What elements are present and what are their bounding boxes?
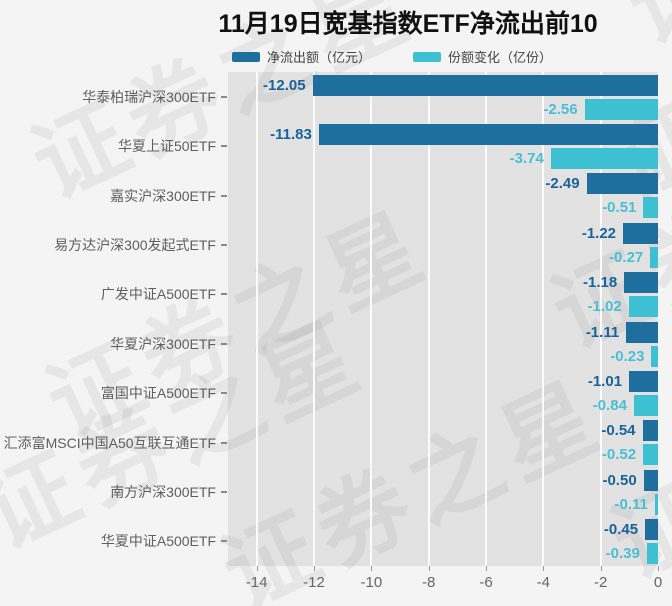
x-axis-tick	[658, 566, 659, 571]
x-tick-label: -6	[479, 574, 493, 591]
share-change-value-label: -0.23	[610, 347, 645, 365]
gridline	[427, 72, 430, 566]
share-change-value-label: -0.39	[605, 545, 640, 563]
x-axis-tick	[428, 566, 430, 571]
outflow-value-label: -1.18	[582, 274, 618, 292]
x-axis-tick	[543, 566, 545, 571]
bar-outflow[interactable]	[624, 272, 658, 294]
category-label: 华夏中证A500ETF	[100, 533, 216, 550]
chart-title: 11月19日宽基指数ETF净流出前10	[218, 10, 598, 38]
category-label: 华泰柏瑞沪深300ETF	[82, 88, 216, 105]
gridline	[599, 72, 602, 566]
bar-share-change[interactable]	[654, 493, 658, 515]
outflow-value-label: -11.83	[270, 125, 312, 143]
gridline	[542, 72, 545, 566]
category-label: 易方达沪深300发起式ETF	[54, 236, 216, 253]
bar-share-change[interactable]	[628, 296, 658, 318]
x-tick-label: 0	[653, 574, 663, 591]
share-change-value-label: -0.84	[592, 396, 627, 414]
bar-outflow[interactable]	[629, 370, 658, 392]
category-label: 广发中证A500ETF	[100, 286, 216, 303]
gridline	[485, 72, 487, 566]
grid-layer	[228, 72, 658, 566]
share-change-value-label: -0.51	[602, 199, 637, 217]
outflow-value-label: -12.05	[263, 76, 306, 94]
y-axis-tick	[221, 490, 227, 493]
bar-share-change[interactable]	[650, 246, 658, 268]
bar-outflow[interactable]	[586, 173, 658, 195]
gridline	[313, 72, 315, 566]
share-change-value-label: -0.27	[609, 248, 644, 266]
share-change-value-label: -2.56	[543, 100, 578, 118]
y-axis-tick	[221, 293, 227, 296]
outflow-value-label: -0.54	[601, 422, 636, 440]
bar-share-change[interactable]	[584, 98, 658, 120]
bar-outflow[interactable]	[318, 123, 658, 145]
outflow-value-label: -1.22	[581, 224, 617, 242]
bar-share-change[interactable]	[643, 197, 658, 219]
category-label: 汇添富MSCI中国A50互联互通ETF	[3, 434, 216, 451]
category-label: 南方沪深300ETF	[110, 483, 216, 500]
bar-share-change[interactable]	[646, 543, 658, 565]
bar-outflow[interactable]	[642, 420, 658, 442]
gridline	[370, 72, 373, 566]
outflow-value-label: -0.50	[602, 471, 637, 489]
x-tick-label: -14	[245, 574, 268, 591]
x-tick-label: -8	[421, 574, 436, 591]
x-axis-tick	[600, 566, 602, 571]
y-axis-tick	[221, 194, 227, 197]
outflow-value-label: -2.49	[545, 175, 580, 193]
bar-share-change[interactable]	[651, 345, 658, 367]
bar-outflow[interactable]	[645, 519, 658, 541]
x-tick-label: -2	[593, 574, 608, 591]
bar-outflow[interactable]	[623, 222, 658, 244]
legend-item-share-change[interactable]: 份额变化（亿份）	[413, 47, 552, 66]
category-label: 华夏沪深300ETF	[110, 335, 216, 352]
y-axis-tick	[221, 95, 227, 98]
bar-outflow[interactable]	[626, 321, 658, 343]
category-label: 华夏上证50ETF	[117, 138, 216, 155]
outflow-value-label: -0.45	[603, 521, 639, 539]
legend-item-outflow[interactable]: 净流出额（亿元）	[232, 47, 371, 66]
x-tick-label: -12	[303, 574, 325, 591]
share-change-value-label: -3.74	[509, 149, 544, 167]
y-axis-tick	[221, 392, 227, 395]
x-tick-label: -10	[360, 574, 383, 591]
category-label: 嘉实沪深300ETF	[110, 187, 216, 204]
y-axis-tick	[221, 145, 227, 148]
bar-share-change[interactable]	[550, 147, 658, 169]
x-axis-tick	[486, 566, 487, 571]
legend-label: 份额变化（亿份）	[448, 50, 553, 65]
category-label: 富国中证A500ETF	[100, 385, 216, 402]
gridline	[255, 72, 258, 566]
x-tick-label: -4	[536, 574, 550, 591]
y-axis-tick	[221, 342, 227, 345]
bar-share-change[interactable]	[633, 394, 658, 416]
y-axis-tick	[221, 243, 227, 246]
x-axis-tick	[314, 566, 315, 571]
y-axis-tick	[221, 540, 227, 543]
bar-outflow[interactable]	[643, 469, 658, 491]
legend-label: 净流出额（亿元）	[267, 50, 372, 65]
share-change-value-label: -0.11	[614, 495, 648, 513]
legend-swatch	[232, 51, 260, 62]
bar-outflow[interactable]	[312, 74, 658, 96]
legend-swatch	[413, 51, 442, 62]
legend: 净流出额（亿元） 份额变化（亿份）	[232, 47, 552, 66]
bar-share-change[interactable]	[643, 444, 658, 466]
share-change-value-label: -1.02	[587, 298, 622, 316]
outflow-value-label: -1.01	[587, 372, 623, 390]
x-axis-tick	[256, 566, 258, 571]
y-axis-tick	[221, 441, 227, 444]
share-change-value-label: -0.52	[601, 446, 637, 464]
outflow-value-label: -1.11	[585, 323, 620, 341]
x-axis-tick	[371, 566, 373, 571]
